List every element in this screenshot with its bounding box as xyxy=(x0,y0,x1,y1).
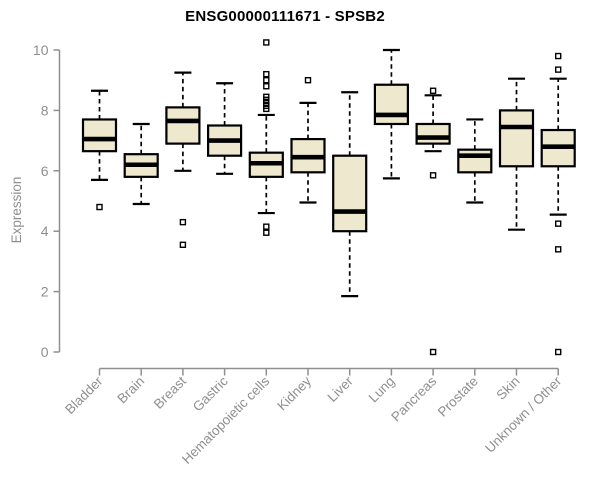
box-bladder xyxy=(81,89,118,211)
x-tick-label-gastric: Gastric xyxy=(190,373,231,414)
outlier-point xyxy=(429,87,437,94)
x-tick-label-skin: Skin xyxy=(493,374,522,403)
x-tick-label-bladder: Bladder xyxy=(62,373,106,417)
outlier-point xyxy=(263,39,270,46)
outlier-point xyxy=(555,348,562,356)
x-tick-label-prostate: Prostate xyxy=(435,374,481,420)
y-axis: 0 2 4 6 8 10 xyxy=(33,42,61,360)
outlier-point xyxy=(263,105,270,113)
x-tick-label-breast: Breast xyxy=(151,373,189,411)
x-tick-label-pancreas: Pancreas xyxy=(388,373,439,424)
x-tick-label-kidney: Kidney xyxy=(274,373,314,413)
outlier-point xyxy=(555,52,562,60)
box-lung xyxy=(373,48,409,180)
x-tick-label-lung: Lung xyxy=(366,374,398,406)
outlier-point xyxy=(555,220,562,227)
y-tick-label: 2 xyxy=(41,284,49,300)
y-tick-label: 4 xyxy=(41,223,49,239)
chart-title: ENSG00000111671 - SPSB2 xyxy=(185,8,385,25)
outlier-point xyxy=(304,76,312,84)
box-skin xyxy=(498,77,535,231)
box-breast xyxy=(165,71,201,248)
box-pancreas xyxy=(415,87,451,356)
outlier-point xyxy=(263,70,270,78)
outlier-point xyxy=(179,241,187,248)
box-liver xyxy=(332,91,368,298)
outlier-point xyxy=(263,76,270,84)
box-gastric xyxy=(207,82,243,175)
outlier-point xyxy=(429,172,437,179)
box-hematopoietic-cells xyxy=(248,39,284,236)
outlier-point xyxy=(96,203,103,211)
box-prostate xyxy=(457,118,493,204)
box-unknown-other xyxy=(540,52,576,356)
box-kidney xyxy=(290,76,326,204)
outlier-point xyxy=(555,66,562,73)
y-tick-label: 0 xyxy=(41,344,49,360)
outlier-point xyxy=(179,218,187,226)
y-tick-label: 6 xyxy=(41,163,49,179)
y-tick-label: 8 xyxy=(41,102,49,118)
box-brain xyxy=(123,122,159,206)
outlier-point xyxy=(429,348,437,356)
x-tick-label-unknown-other: Unknown / Other xyxy=(482,373,565,456)
outlier-point xyxy=(263,83,270,90)
outlier-point xyxy=(263,229,270,236)
outlier-point xyxy=(263,223,270,230)
x-tick-label-brain: Brain xyxy=(114,374,147,407)
x-tick-label-liver: Liver xyxy=(325,373,357,405)
outlier-point xyxy=(555,246,562,253)
y-tick-label: 10 xyxy=(33,42,49,58)
